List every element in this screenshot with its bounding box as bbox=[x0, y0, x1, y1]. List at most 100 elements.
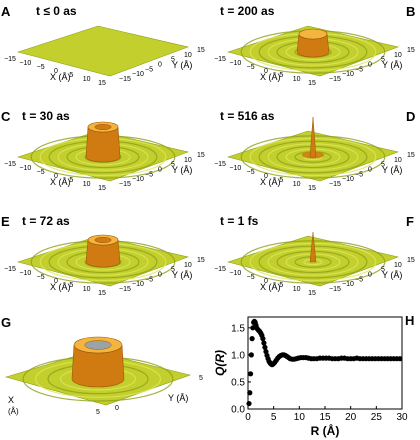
panel-letter: G bbox=[1, 315, 12, 330]
x-tick-label: −5 bbox=[247, 169, 255, 176]
panel-letter: H bbox=[405, 313, 415, 328]
y-axis-label: Y (Å) bbox=[172, 270, 192, 280]
y-tick-label: 5 bbox=[171, 57, 175, 64]
data-point bbox=[248, 352, 254, 358]
cylinder-inner bbox=[94, 124, 112, 130]
panel-time-label: t = 30 as bbox=[22, 109, 70, 123]
cylinder-inner bbox=[84, 340, 112, 350]
y-tick-label: 15 bbox=[197, 257, 205, 264]
y-tick-label: −5 bbox=[145, 171, 153, 178]
y-tick-label: 1.0 bbox=[231, 350, 245, 361]
x-axis-label: X (Å) bbox=[260, 282, 281, 292]
x-tick-label: −10 bbox=[19, 60, 31, 67]
x-tick-label: −10 bbox=[229, 165, 241, 172]
data-point bbox=[246, 400, 252, 407]
x-tick-label: −15 bbox=[4, 266, 16, 273]
y-tick-label: 0 bbox=[158, 167, 162, 174]
y-tick-label: −15 bbox=[329, 286, 341, 293]
panel-letter: B bbox=[406, 4, 416, 19]
x-tick-label: −5 bbox=[247, 274, 255, 281]
x-tick-label: 25 bbox=[371, 412, 383, 423]
panel-letter: E bbox=[1, 214, 10, 229]
peak-cylinder bbox=[85, 121, 121, 163]
y-tick-label: 5 bbox=[381, 162, 385, 169]
panel-time-label: t = 516 as bbox=[220, 109, 275, 123]
y-tick-label: 15 bbox=[407, 152, 415, 159]
x-tick-label: 10 bbox=[293, 76, 301, 83]
y-tick-label: −15 bbox=[119, 286, 131, 293]
x-tick-label: −10 bbox=[229, 270, 241, 277]
x-tick-label: 30 bbox=[396, 412, 408, 423]
y-tick-label: −5 bbox=[355, 66, 363, 73]
y-tick-label: 15 bbox=[407, 47, 415, 54]
x-tick-label: −5 bbox=[37, 64, 45, 71]
x-tick-label: 15 bbox=[98, 80, 106, 87]
x-tick-label: 0 bbox=[264, 173, 268, 180]
panel-letter: D bbox=[406, 109, 416, 124]
panel-letter: A bbox=[1, 4, 11, 19]
y-axis-label: Q(R) bbox=[213, 350, 227, 376]
x-tick-label: 10 bbox=[293, 181, 301, 188]
y-tick-label: 10 bbox=[184, 157, 192, 164]
y-tick-label: 0 bbox=[158, 62, 162, 69]
y-tick-label: −10 bbox=[132, 71, 144, 78]
x-tick-label: 10 bbox=[293, 286, 301, 293]
y-tick-label: −15 bbox=[329, 181, 341, 188]
cylinder-inner bbox=[94, 237, 112, 243]
x-tick-label: −5 bbox=[37, 169, 45, 176]
y-tick-label: 0 bbox=[368, 272, 372, 279]
y-tick-label: 10 bbox=[184, 262, 192, 269]
panel-g: G 0055X(Å)Y (Å) bbox=[0, 315, 210, 440]
x-axis-unit: (Å) bbox=[8, 407, 19, 416]
y-tick-label: 10 bbox=[394, 262, 402, 269]
x-tick-label: 10 bbox=[83, 181, 91, 188]
y-tick-label: −5 bbox=[355, 171, 363, 178]
x-tick-label: 5 bbox=[279, 72, 283, 79]
peak-spike bbox=[302, 116, 324, 159]
panel-time-label: t = 1 fs bbox=[220, 214, 259, 228]
data-point bbox=[247, 390, 253, 396]
spike bbox=[309, 231, 317, 263]
x-tick-label: 0 bbox=[264, 278, 268, 285]
y-tick-label: −5 bbox=[145, 276, 153, 283]
y-tick-label: −5 bbox=[355, 276, 363, 283]
x-tick-label: −10 bbox=[229, 60, 241, 67]
x-tick-label: 15 bbox=[308, 185, 316, 192]
panel-b: B t = 200 as −15 −15 −10 −10 −5 −5 0 0 5 5 10 10 15 1… bbox=[210, 0, 420, 105]
surface-plot: 0055X(Å)Y (Å) bbox=[0, 336, 203, 416]
y-axis-label: Y (Å) bbox=[172, 60, 192, 70]
panel-time-label: t = 200 as bbox=[220, 4, 275, 18]
panel-time-label: t ≤ 0 as bbox=[36, 4, 77, 18]
x-tick-label: −15 bbox=[214, 266, 226, 273]
y-tick-label: −15 bbox=[329, 76, 341, 83]
x-tick-label: 10 bbox=[294, 412, 306, 423]
x-tick-label: −15 bbox=[214, 56, 226, 63]
surface-base bbox=[16, 25, 190, 77]
panel-d: D t = 516 as −15 −15 −10 −10 −5 −5 0 0 5 5 10 10 15 1… bbox=[210, 105, 420, 210]
panel-letter: F bbox=[406, 214, 414, 229]
x-tick-label: −5 bbox=[247, 64, 255, 71]
panel-h: H 0 5 10 15 20 25 30 0.0 0.5 1.0 1.5 R (Å) Q(R) bbox=[210, 305, 420, 440]
panel-e: E t = 72 as −15 −15 −10 −10 −5 −5 0 0 5 5 10 10 15 15… bbox=[0, 210, 210, 315]
x-axis-label: X (Å) bbox=[50, 177, 71, 187]
q-of-r-chart: 0 5 10 15 20 25 30 0.0 0.5 1.0 1.5 R (Å) Q(R) bbox=[213, 316, 408, 438]
x-tick-label: 0 bbox=[54, 173, 58, 180]
x-tick-label: 5 bbox=[271, 412, 277, 423]
x-tick-label: 15 bbox=[319, 412, 331, 423]
x-tick-label: 15 bbox=[98, 185, 106, 192]
data-point bbox=[397, 356, 403, 362]
data-point bbox=[262, 344, 268, 350]
x-tick-label: −5 bbox=[37, 274, 45, 281]
x-tick-label: 20 bbox=[345, 412, 357, 423]
y-tick-label: 10 bbox=[394, 52, 402, 59]
y-tick-label: −5 bbox=[145, 66, 153, 73]
y-tick-label: 15 bbox=[197, 47, 205, 54]
x-tick-label: 5 bbox=[69, 282, 73, 289]
